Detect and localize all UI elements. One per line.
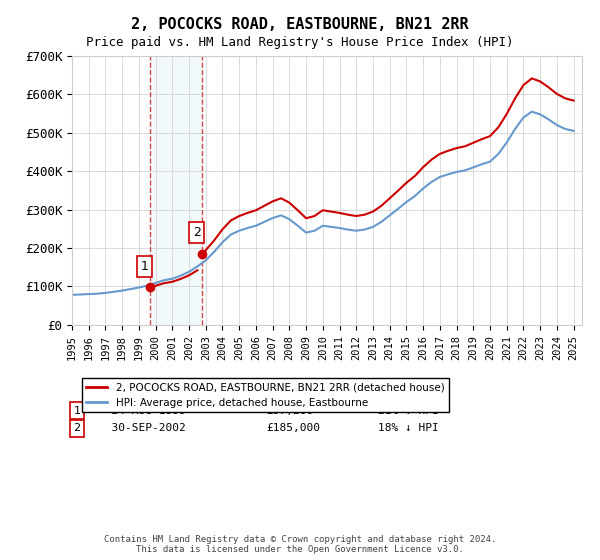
Bar <box>150 56 202 325</box>
Text: £185,000: £185,000 <box>266 423 320 433</box>
Text: Contains HM Land Registry data © Crown copyright and database right 2024.
This d: Contains HM Land Registry data © Crown c… <box>104 535 496 554</box>
Text: 1: 1 <box>74 406 80 416</box>
Text: 18% ↓ HPI: 18% ↓ HPI <box>378 423 439 433</box>
Text: 1: 1 <box>141 260 149 273</box>
Text: 21% ↓ HPI: 21% ↓ HPI <box>378 406 439 416</box>
Text: 2: 2 <box>193 226 200 239</box>
Text: £97,200: £97,200 <box>266 406 313 416</box>
Text: 24-AUG-1999: 24-AUG-1999 <box>97 406 185 416</box>
Legend: 2, POCOCKS ROAD, EASTBOURNE, BN21 2RR (detached house), HPI: Average price, deta: 2, POCOCKS ROAD, EASTBOURNE, BN21 2RR (d… <box>82 379 449 412</box>
Text: 30-SEP-2002: 30-SEP-2002 <box>97 423 185 433</box>
Text: 2, POCOCKS ROAD, EASTBOURNE, BN21 2RR: 2, POCOCKS ROAD, EASTBOURNE, BN21 2RR <box>131 17 469 32</box>
Text: 2: 2 <box>74 423 80 433</box>
Text: Price paid vs. HM Land Registry's House Price Index (HPI): Price paid vs. HM Land Registry's House … <box>86 36 514 49</box>
